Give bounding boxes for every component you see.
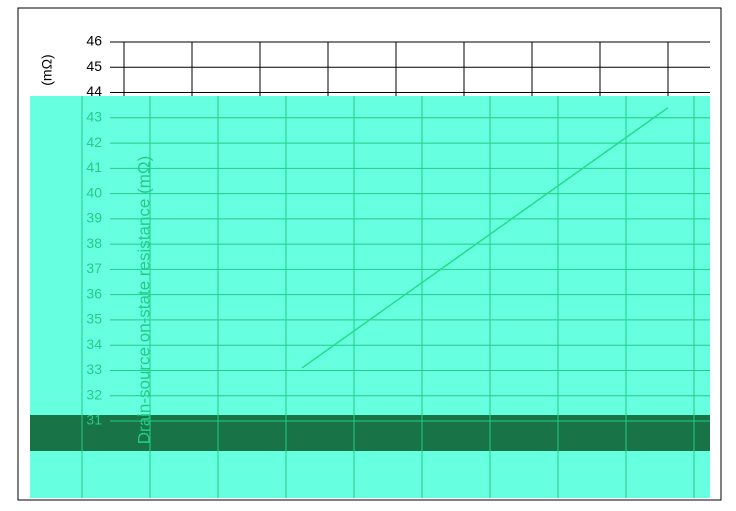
y-tick-label: 36	[86, 285, 102, 301]
y-axis-label-top: (mΩ)	[39, 54, 55, 85]
y-tick-label: 38	[86, 235, 102, 251]
y-tick-label: 40	[86, 184, 102, 200]
y-tick-label: 45	[86, 58, 102, 74]
y-tick-label: 31	[86, 412, 102, 428]
y-tick-label: 33	[86, 361, 102, 377]
y-tick-label: 32	[86, 386, 102, 402]
y-tick-label: 39	[86, 210, 102, 226]
chart: (mΩ) Drain-source on-state resistance (m…	[0, 0, 736, 511]
y-tick-label: 42	[86, 134, 102, 150]
y-tick-label: 46	[86, 33, 102, 49]
y-axis-label: Drain-source on-state resistance (mΩ)	[134, 156, 153, 445]
page: (mΩ) Drain-source on-state resistance (m…	[0, 0, 736, 511]
y-tick-label: 44	[86, 83, 102, 99]
y-tick-label: 35	[86, 311, 102, 327]
y-tick-label: 34	[86, 336, 102, 352]
glitch-band	[30, 415, 710, 451]
y-tick-label: 41	[86, 159, 102, 175]
y-tick-label: 37	[86, 260, 102, 276]
y-tick-label: 43	[86, 109, 102, 125]
